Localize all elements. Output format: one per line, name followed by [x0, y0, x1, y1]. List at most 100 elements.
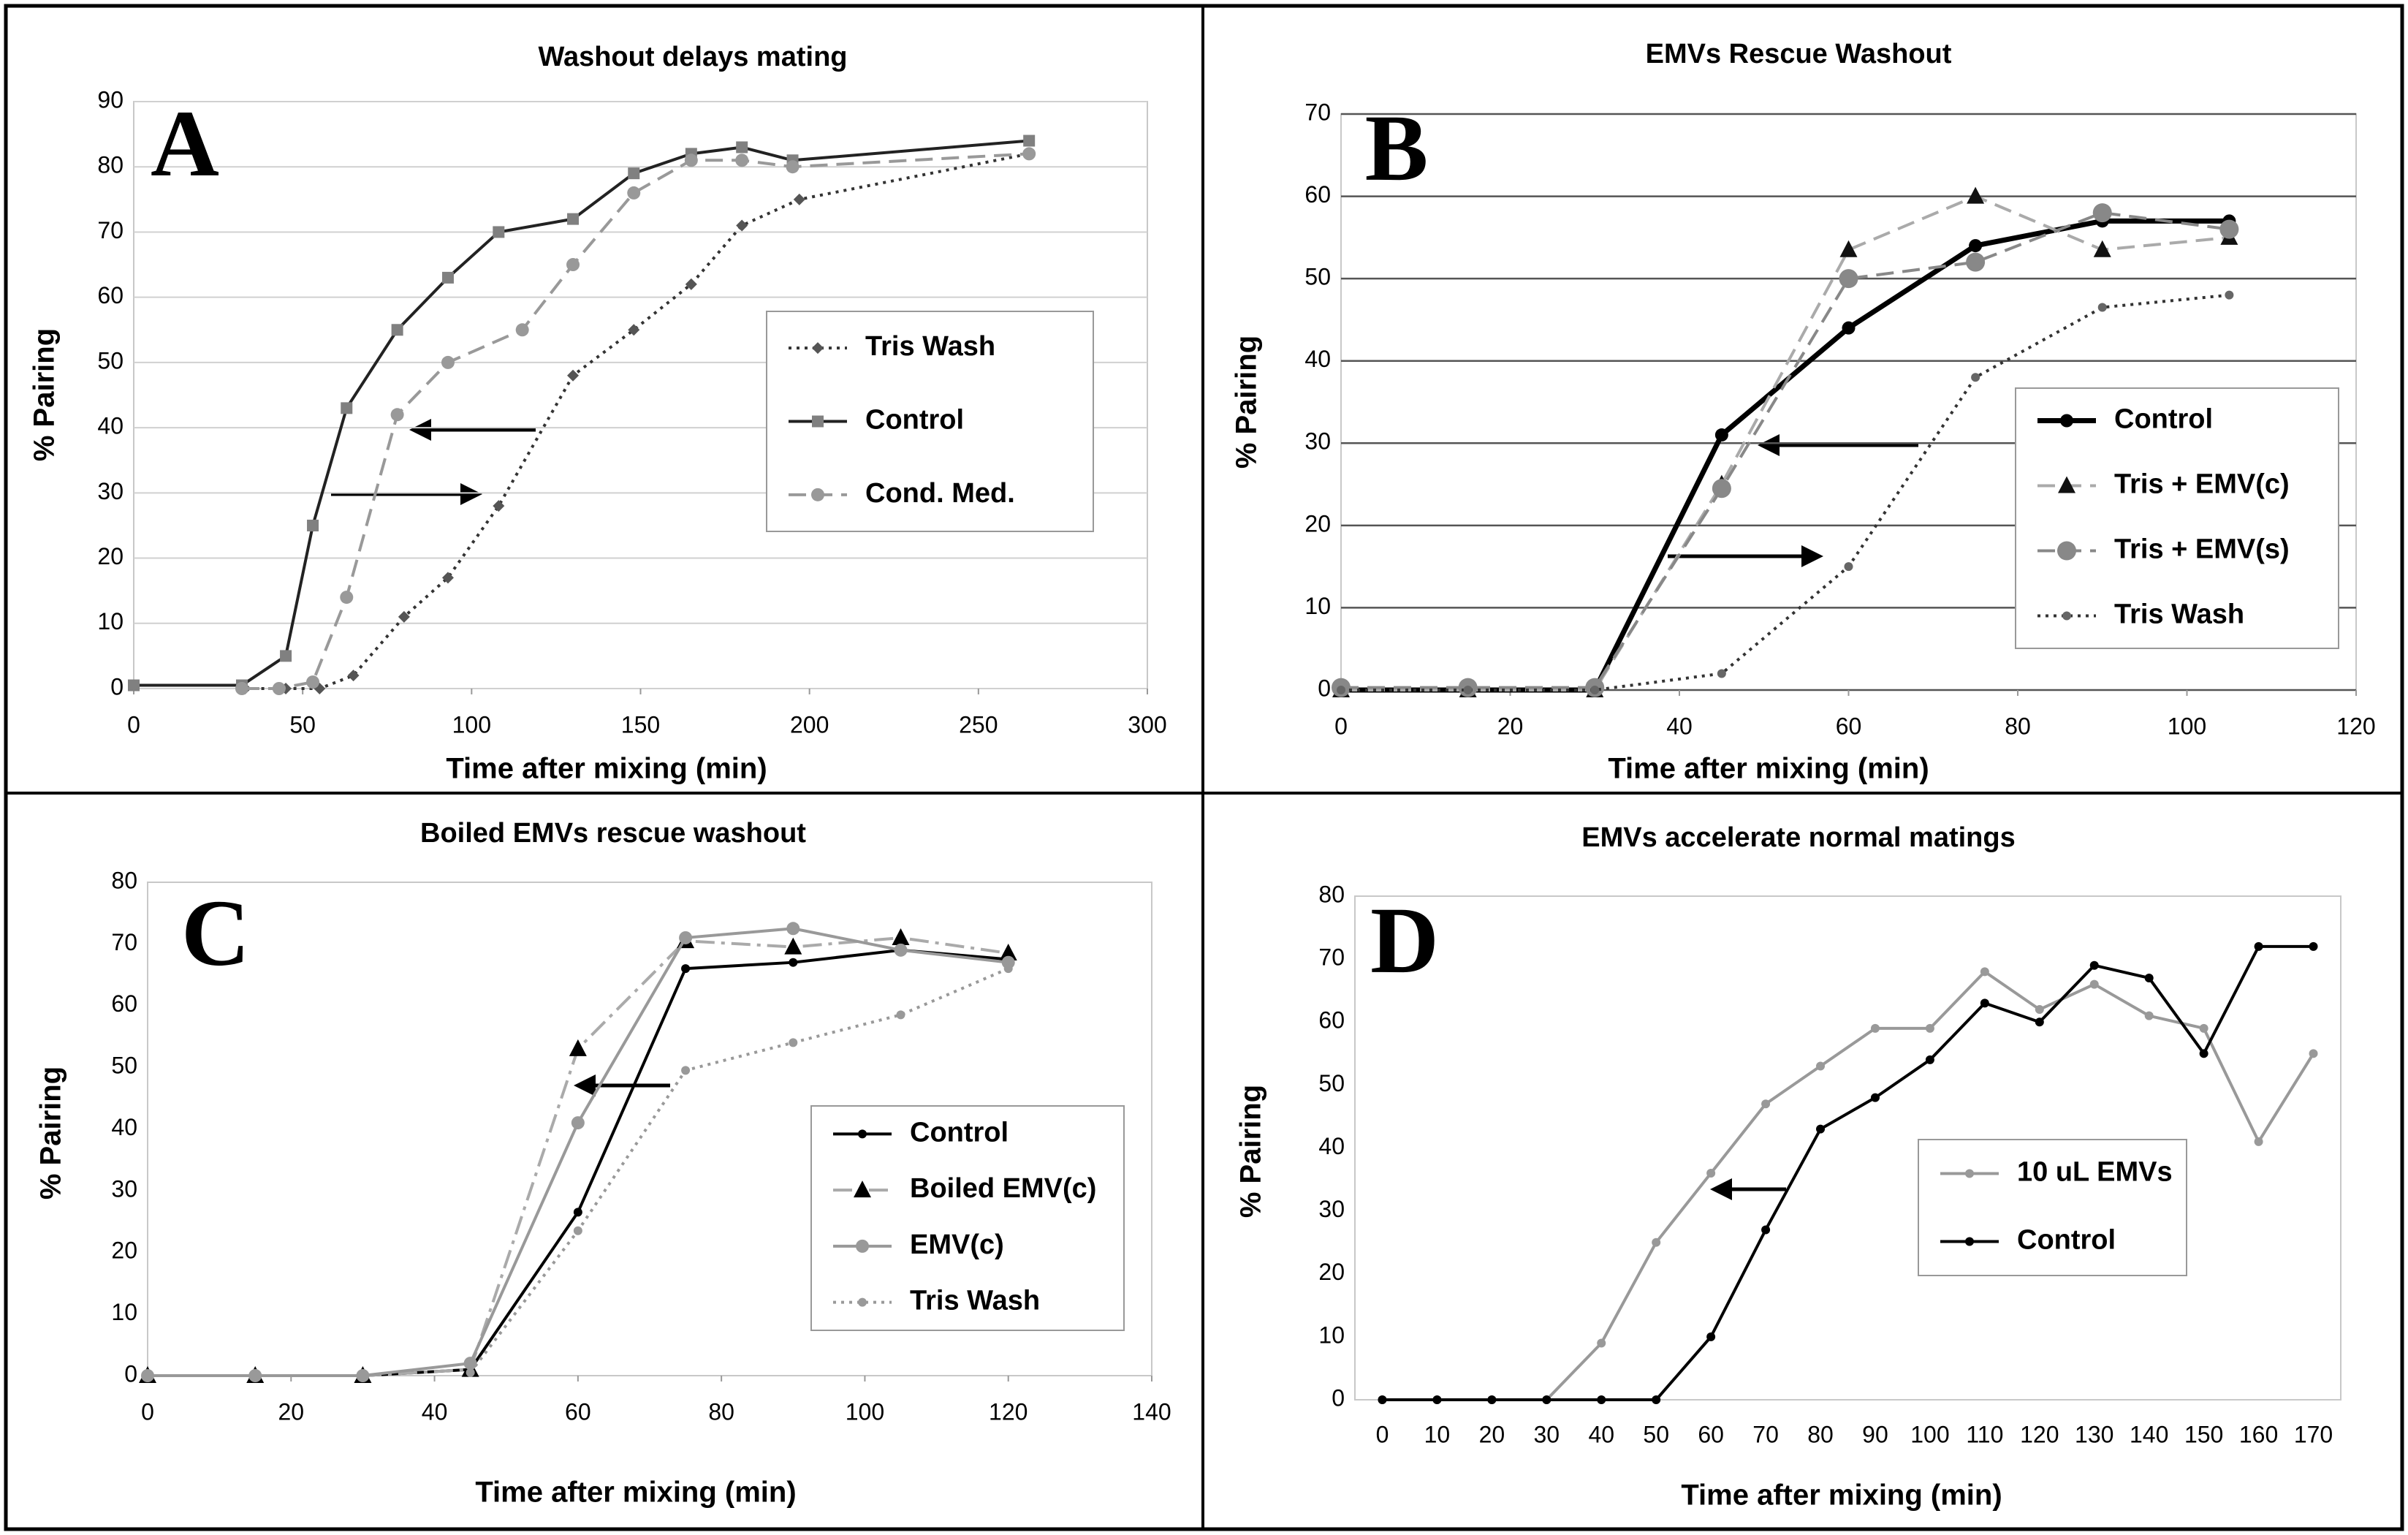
y-tick-label: 40 — [97, 413, 124, 439]
marker — [356, 1369, 370, 1382]
marker — [2058, 476, 2075, 493]
marker — [493, 500, 505, 512]
x-tick-label: 100 — [1910, 1421, 1949, 1447]
y-tick-label: 10 — [97, 608, 124, 634]
y-tick-label: 70 — [1304, 99, 1331, 125]
plot-area — [147, 882, 1152, 1376]
y-tick-label: 70 — [1318, 944, 1345, 971]
legend-label: Control — [910, 1117, 1009, 1148]
marker — [441, 271, 454, 284]
marker — [627, 186, 641, 200]
series-line — [134, 139, 1030, 687]
x-tick-label: 70 — [1752, 1421, 1779, 1447]
marker — [567, 213, 580, 225]
y-tick-label: 30 — [1304, 428, 1331, 455]
marker — [1870, 1023, 1880, 1033]
series-line — [1341, 211, 2230, 689]
legend — [2015, 387, 2339, 649]
marker — [1980, 967, 1989, 977]
marker — [1717, 669, 1726, 678]
y-tick-label: 80 — [97, 152, 124, 178]
marker — [736, 141, 748, 154]
marker — [858, 1297, 867, 1307]
y-tick-label: 20 — [1304, 510, 1331, 537]
panel-letter: D — [1370, 888, 1439, 993]
marker — [2035, 1005, 2044, 1015]
marker — [441, 572, 454, 584]
plot-area — [1354, 895, 2341, 1401]
marker — [1925, 1023, 1934, 1033]
y-tick-label: 10 — [1304, 593, 1331, 619]
panel-letter: B — [1365, 96, 1429, 201]
chart-title: Washout delays mating — [539, 42, 848, 72]
marker — [1378, 1395, 1387, 1404]
x-tick-label: 0 — [1334, 713, 1348, 739]
marker — [628, 324, 640, 336]
marker — [493, 226, 505, 238]
legend-label: 10 uL EMVs — [2017, 1157, 2173, 1188]
y-tick-label: 10 — [1318, 1322, 1345, 1348]
arrows — [331, 419, 1918, 1200]
x-tick-label: 120 — [2020, 1421, 2059, 1447]
x-tick-label: 100 — [846, 1398, 884, 1425]
marker — [1971, 373, 1980, 382]
marker — [786, 160, 799, 174]
marker — [128, 679, 140, 691]
marker — [789, 958, 798, 967]
marker — [340, 591, 354, 604]
marker — [1597, 1395, 1606, 1404]
x-tick-label: 90 — [1862, 1421, 1888, 1447]
marker — [1816, 1061, 1826, 1071]
y-axis-title: % Pairing — [29, 328, 61, 461]
marker — [2254, 1137, 2263, 1146]
marker — [628, 167, 640, 180]
y-tick-label: 60 — [1304, 181, 1331, 208]
y-axis-title: % Pairing — [1235, 1085, 1267, 1218]
marker — [2144, 1011, 2154, 1020]
panel: 0 10 20 30 40 50 60 70 80 0 20 40 60 80 100 120 140 Boile… — [35, 818, 1171, 1509]
marker — [391, 324, 403, 336]
marker — [1842, 321, 1856, 335]
x-tick-label: 0 — [141, 1398, 154, 1425]
chart-title: EMVs Rescue Washout — [1646, 39, 1952, 69]
marker — [2199, 1049, 2208, 1058]
y-tick-label: 20 — [1318, 1259, 1345, 1285]
marker — [398, 610, 410, 623]
marker — [1925, 1055, 1934, 1064]
marker — [896, 1010, 905, 1020]
marker — [2254, 941, 2263, 951]
x-tick-label: 200 — [790, 711, 829, 738]
marker — [1487, 1395, 1497, 1404]
x-tick-label: 40 — [1588, 1421, 1614, 1447]
marker — [681, 964, 691, 974]
y-tick-label: 60 — [1318, 1007, 1345, 1034]
x-tick-label: 140 — [1132, 1398, 1171, 1425]
x-tick-label: 80 — [1807, 1421, 1834, 1447]
y-tick-label: 0 — [124, 1360, 137, 1387]
marker — [1463, 686, 1473, 694]
marker — [1597, 1338, 1606, 1348]
marker — [566, 258, 580, 272]
marker — [390, 408, 404, 422]
x-tick-label: 60 — [565, 1398, 591, 1425]
x-tick-label: 40 — [422, 1398, 448, 1425]
marker — [1969, 239, 1983, 253]
y-tick-label: 0 — [1332, 1384, 1345, 1411]
x-tick-label: 160 — [2239, 1421, 2278, 1447]
marker — [1714, 428, 1728, 442]
marker — [1712, 479, 1731, 499]
x-axis-title: Time after mixing (min) — [1608, 753, 1929, 785]
series-line — [1341, 194, 2230, 691]
legend — [1918, 1139, 2187, 1276]
marker — [735, 154, 749, 167]
marker — [1337, 686, 1345, 694]
x-tick-label: 120 — [989, 1398, 1028, 1425]
marker — [441, 355, 455, 369]
x-tick-label: 80 — [2005, 713, 2031, 739]
marker — [2225, 290, 2234, 300]
marker — [1003, 964, 1013, 974]
y-tick-label: 50 — [97, 347, 124, 374]
marker — [2309, 941, 2318, 951]
marker — [1652, 1395, 1661, 1404]
